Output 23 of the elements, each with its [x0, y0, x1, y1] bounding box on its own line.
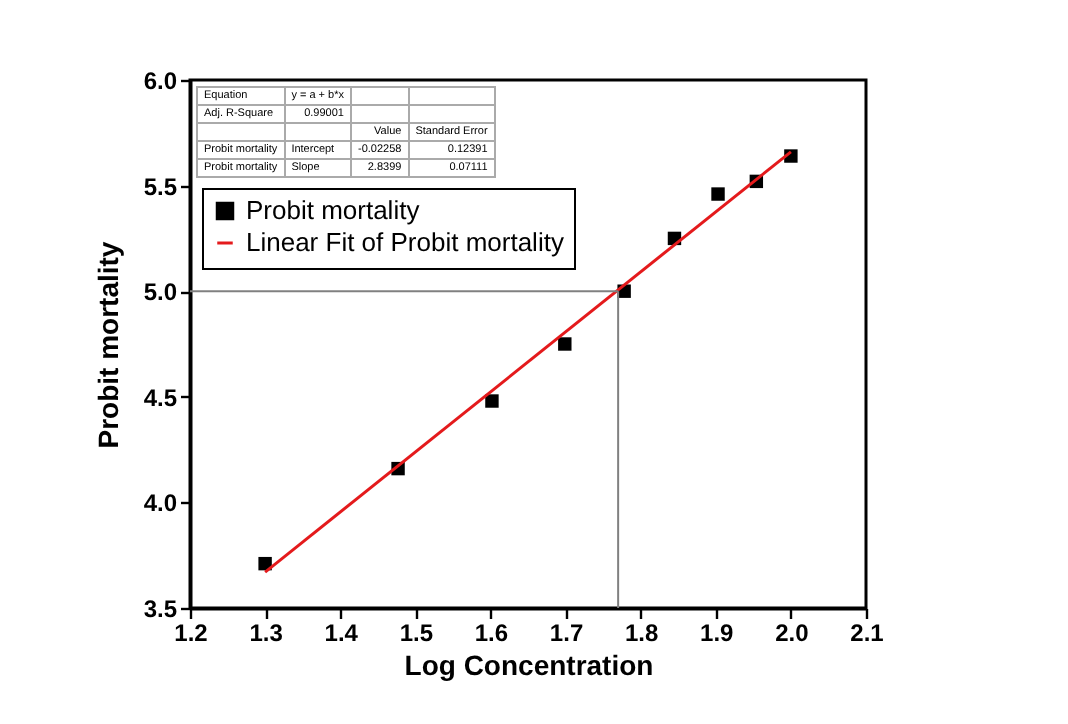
y-tick-label: 3.5 — [143, 595, 178, 623]
x-tick-label: 1.3 — [249, 619, 284, 647]
point — [558, 337, 572, 351]
x-tick-label: 1.2 — [174, 619, 209, 647]
x-tick-label: 1.8 — [624, 619, 659, 647]
x-tick-label: 1.7 — [549, 619, 584, 647]
point — [711, 187, 725, 201]
y-tick-label: 5.5 — [143, 172, 178, 201]
x-tick-label: 2.0 — [775, 619, 810, 647]
x-tick-label: 1.6 — [474, 619, 509, 647]
point — [485, 394, 499, 408]
legend-label: Probit mortality — [246, 195, 421, 225]
y-tick-label: 5.0 — [143, 278, 178, 307]
y-tick-label: 4.5 — [143, 383, 178, 412]
y-tick-label: 6.0 — [143, 67, 178, 95]
x-tick-label: 1.9 — [700, 619, 735, 647]
x-tick-label: 2.1 — [850, 619, 885, 647]
x-axis-title: Log Concentration — [404, 649, 654, 681]
y-axis-title: Probit mortality — [91, 241, 124, 449]
legend-label: Linear Fit of Probit mortality — [246, 227, 565, 257]
x-tick-label: 1.5 — [399, 619, 434, 647]
x-tick-label: 1.4 — [324, 619, 359, 647]
y-tick-label: 4.0 — [143, 489, 178, 518]
